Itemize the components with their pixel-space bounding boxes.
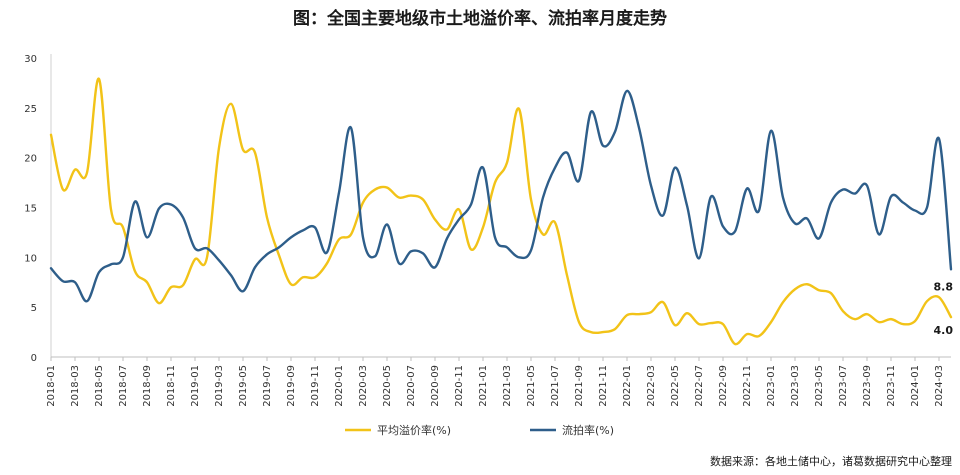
x-tick-label: 2023-09 — [862, 365, 873, 407]
x-tick-label: 2024-03 — [934, 365, 945, 407]
y-tick-label: 0 — [31, 353, 37, 364]
x-tick-label: 2019-05 — [238, 365, 249, 407]
y-tick-label: 30 — [24, 54, 37, 65]
series-lines — [49, 77, 953, 346]
x-tick-label: 2019-01 — [190, 365, 201, 407]
end-value-labels: 4.0 8.8 — [934, 280, 954, 337]
x-tick-label: 2023-11 — [886, 365, 897, 407]
y-tick-label: 15 — [24, 204, 37, 215]
x-tick-label: 2019-09 — [286, 365, 297, 407]
x-tick-label: 2018-01 — [46, 365, 57, 407]
x-tick-label: 2021-01 — [478, 365, 489, 407]
x-tick-label: 2022-01 — [622, 365, 633, 407]
x-tick-label: 2018-11 — [166, 365, 177, 407]
x-tick-label: 2022-11 — [742, 365, 753, 407]
legend-label: 平均溢价率(%) — [377, 423, 451, 437]
x-tick-label: 2022-07 — [694, 365, 705, 407]
x-tick-label: 2018-07 — [118, 365, 129, 407]
y-tick-label: 5 — [31, 303, 37, 314]
x-tick-label: 2021-09 — [574, 365, 585, 407]
x-tick-label: 2018-09 — [142, 365, 153, 407]
premium-rate-line — [49, 77, 953, 346]
x-tick-label: 2023-03 — [790, 365, 801, 407]
x-tick-label: 2022-03 — [646, 365, 657, 407]
x-tick-label: 2023-05 — [814, 365, 825, 407]
end-value-label: 8.8 — [934, 280, 954, 293]
y-tick-label: 20 — [24, 154, 37, 165]
failed-auction-rate-line — [49, 89, 953, 303]
x-tick-label: 2021-03 — [502, 365, 513, 407]
x-tick-label: 2024-01 — [910, 365, 921, 407]
x-tick-label: 2021-11 — [598, 365, 609, 407]
legend: 平均溢价率(%) 流拍率(%) — [345, 423, 614, 437]
x-tick-label: 2021-05 — [526, 365, 537, 407]
y-tick-label: 25 — [24, 104, 37, 115]
x-tick-label: 2019-03 — [214, 365, 225, 407]
y-tick-labels: 0 5 10 15 20 25 30 — [24, 54, 37, 364]
x-tick-label: 2020-03 — [358, 365, 369, 407]
x-tick-label: 2019-11 — [310, 365, 321, 407]
x-tick-label: 2023-01 — [766, 365, 777, 407]
x-tick-label: 2018-05 — [94, 365, 105, 407]
x-tick-label: 2022-05 — [670, 365, 681, 407]
x-tick-label: 2020-09 — [430, 365, 441, 407]
x-tick-label: 2020-11 — [454, 365, 465, 407]
x-tick-label: 2020-01 — [334, 365, 345, 407]
y-tick-label: 10 — [24, 253, 37, 264]
x-tick-label: 2020-07 — [406, 365, 417, 407]
x-tick-label: 2022-09 — [718, 365, 729, 407]
x-tick-label: 2018-03 — [70, 365, 81, 407]
x-tick-labels: 2018-01 2018-03 2018-05 2018-07 2018-09 2018-… — [46, 357, 945, 407]
x-tick-label: 2019-07 — [262, 365, 273, 407]
chart-title: 图：全国主要地级市土地溢价率、流拍率月度走势 — [293, 9, 667, 29]
legend-label: 流拍率(%) — [562, 423, 614, 437]
end-value-label: 4.0 — [934, 324, 954, 337]
source-note: 数据来源：各地土储中心，诸葛数据研究中心整理 — [710, 455, 952, 468]
x-tick-label: 2023-07 — [838, 365, 849, 407]
x-tick-label: 2020-05 — [382, 365, 393, 407]
x-tick-label: 2021-07 — [550, 365, 561, 407]
